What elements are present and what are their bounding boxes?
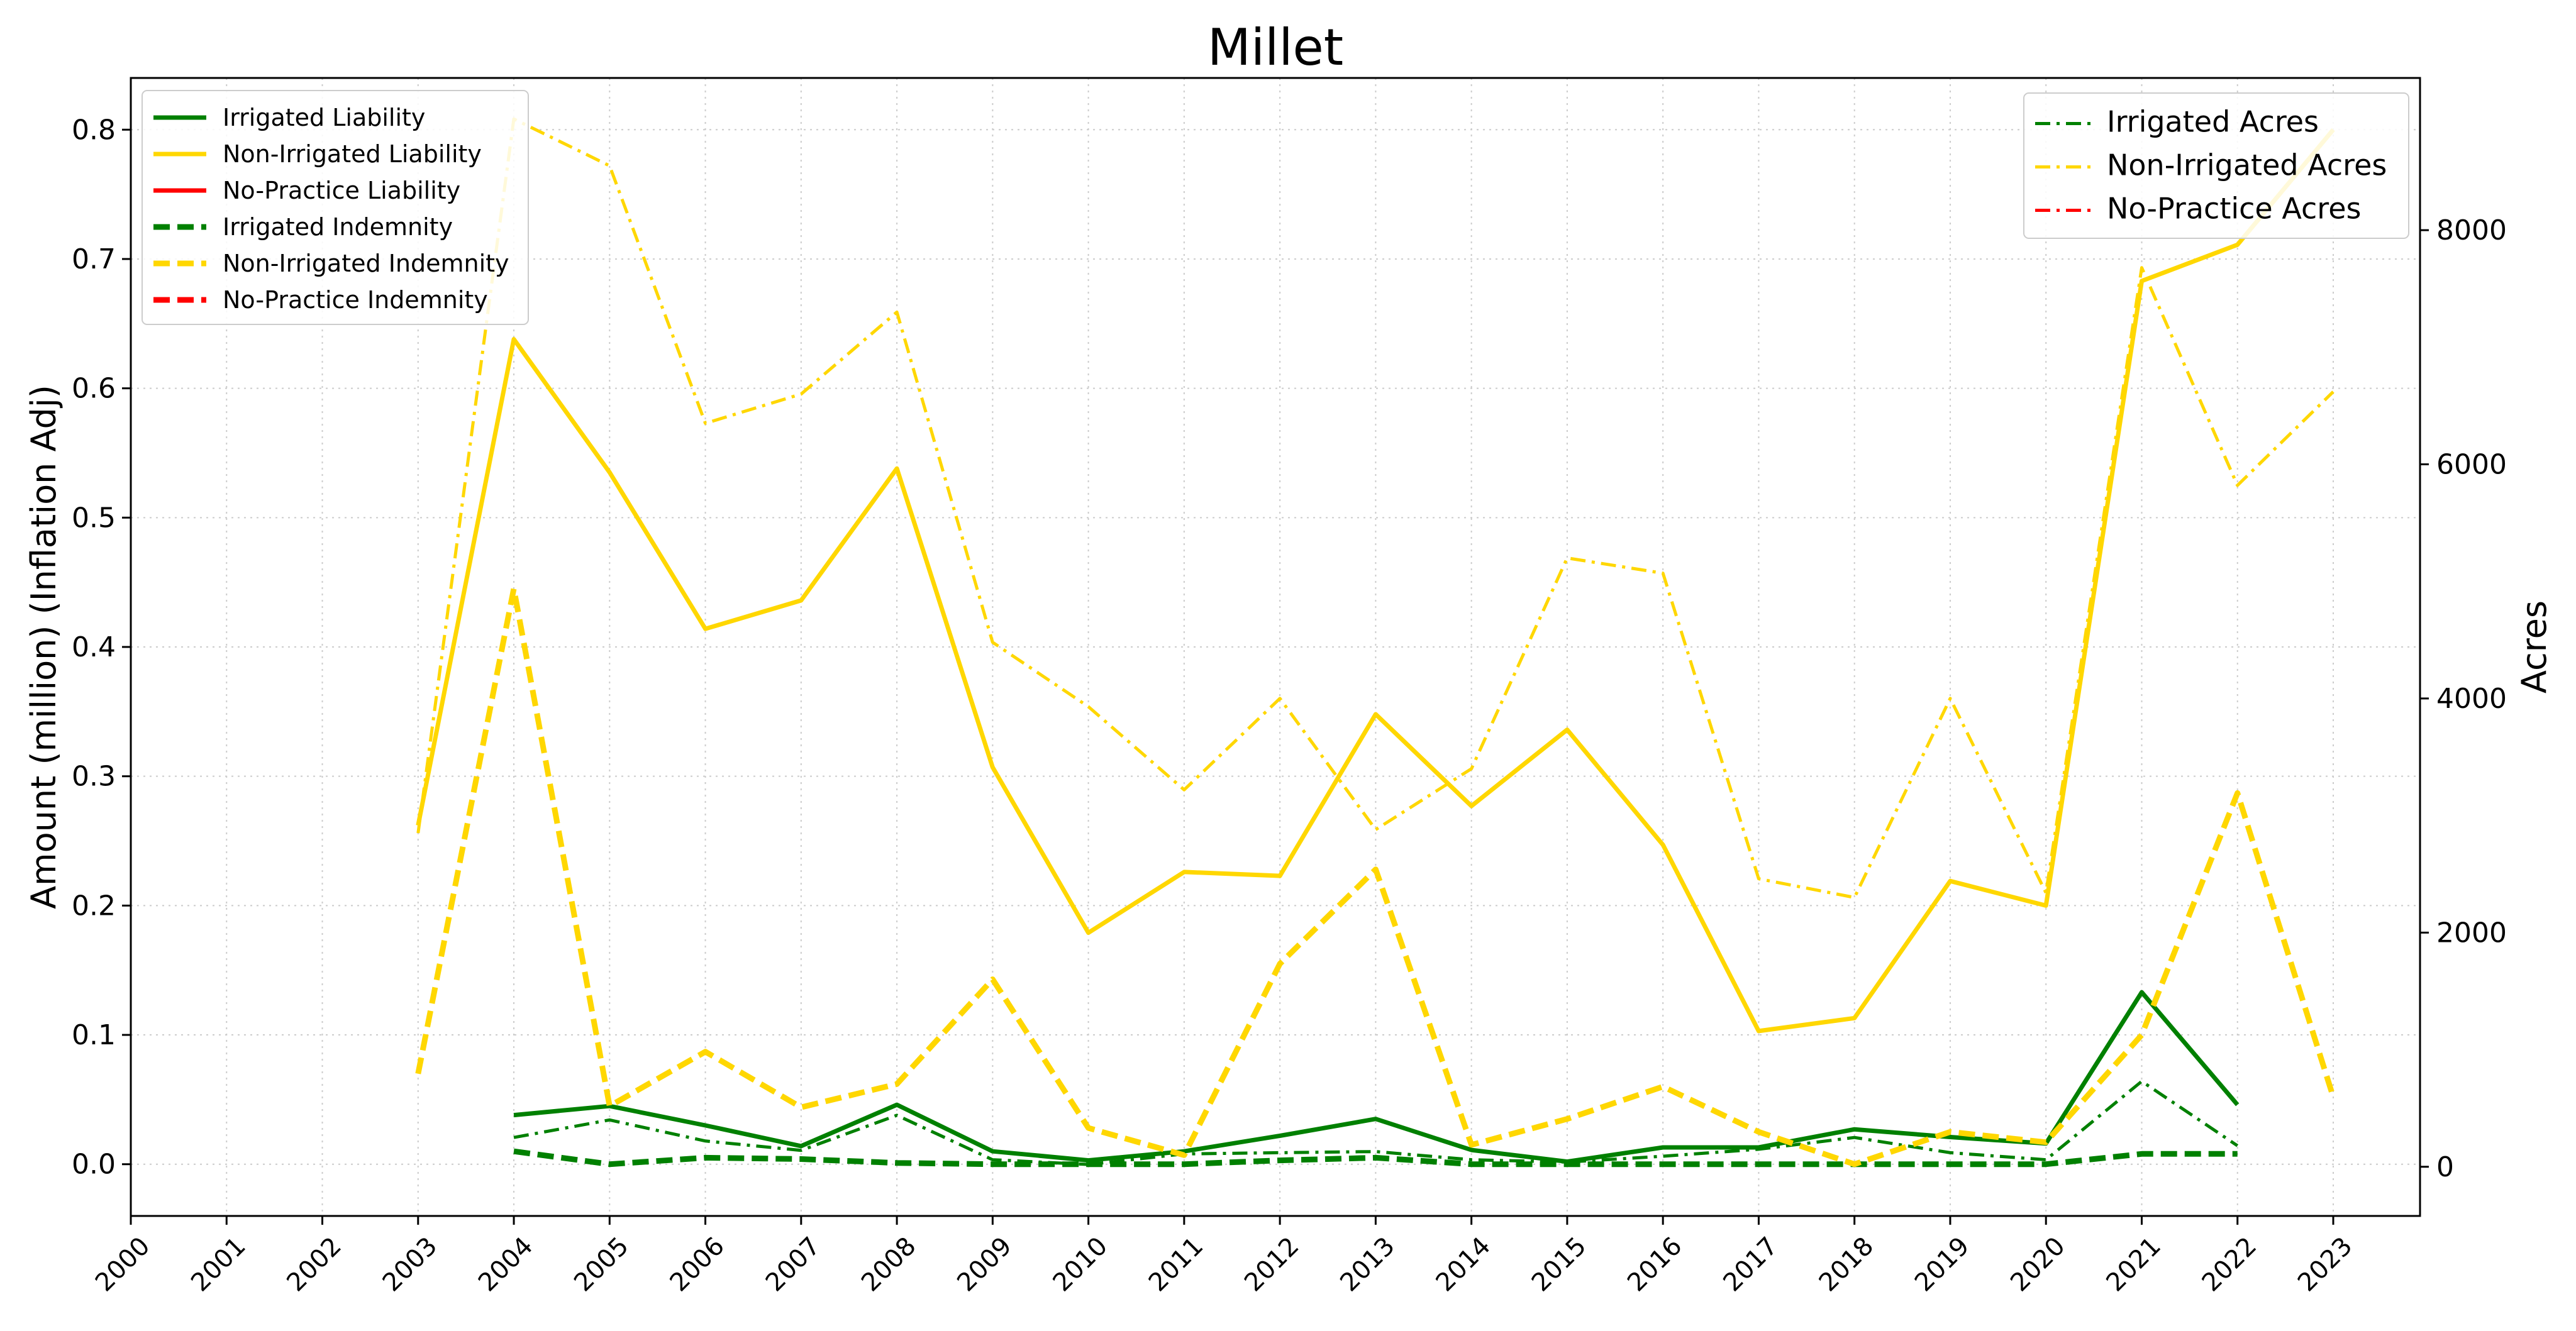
y-tick-label: 0.6 (72, 373, 116, 405)
y2-tick-label: 2000 (2436, 917, 2507, 949)
y-tick-label: 0.0 (72, 1149, 116, 1181)
y-tick-label: 0.1 (72, 1019, 116, 1051)
y-tick-label: 0.5 (72, 502, 116, 534)
legend-entry-label: Non-Irrigated Indemnity (223, 250, 509, 277)
series-line-non-irrigated-indemnity (415, 585, 2336, 1168)
legend-entry-label: No-Practice Acres (2107, 192, 2361, 226)
amount-series-group (415, 128, 2336, 1168)
series-line-non-irrigated-liability (416, 128, 2335, 1034)
series-line-irrigated-liability (513, 990, 2240, 1164)
y2-tick-label: 0 (2436, 1151, 2454, 1183)
y-tick-label: 0.8 (72, 114, 116, 146)
y2-tick-label: 4000 (2436, 683, 2507, 715)
legend-entry-label: No-Practice Liability (223, 177, 460, 204)
legend-acres: Irrigated Acres Non-Irrigated Acres No-Pra… (2023, 92, 2409, 239)
acres-series-group (416, 117, 2334, 1166)
y2-tick-label: 8000 (2436, 214, 2507, 246)
series-line-irrigated-indemnity (513, 1148, 2238, 1168)
y-axis-label: Amount (million) (Inflation Adj) (24, 385, 64, 909)
legend-entry-label: Irrigated Indemnity (223, 213, 453, 241)
y-tick-label: 0.2 (72, 890, 116, 922)
y2-tick-label: 6000 (2436, 449, 2507, 481)
legend-entry-label: Irrigated Liability (223, 104, 425, 131)
series-line-non-irrigated-acres (416, 117, 2334, 899)
y-tick-label: 0.7 (72, 243, 116, 275)
series-line-irrigated-acres (513, 1080, 2239, 1166)
y-tick-label: 0.3 (72, 761, 116, 793)
y2-axis-label: Acres (2514, 600, 2554, 693)
legend-entry-label: Irrigated Acres (2107, 105, 2319, 139)
legend-box (2023, 92, 2409, 239)
legend-entry-label: Non-Irrigated Liability (223, 140, 482, 168)
legend-box (142, 90, 529, 325)
chart-title: Millet (1208, 18, 1343, 77)
legend-entry-label: No-Practice Indemnity (223, 286, 488, 314)
legend-amounts: Irrigated Liability Non-Irrigated Liabili… (142, 90, 529, 325)
right-y-axis-ticks: 0 2000 4000 6000 8000 (2420, 214, 2507, 1183)
legend-entry-label: Non-Irrigated Acres (2107, 148, 2387, 182)
left-y-axis-ticks: 0.0 0.1 0.2 0.3 0.4 0.5 0.6 0.7 0.8 (72, 114, 131, 1181)
y-tick-label: 0.4 (72, 631, 116, 663)
